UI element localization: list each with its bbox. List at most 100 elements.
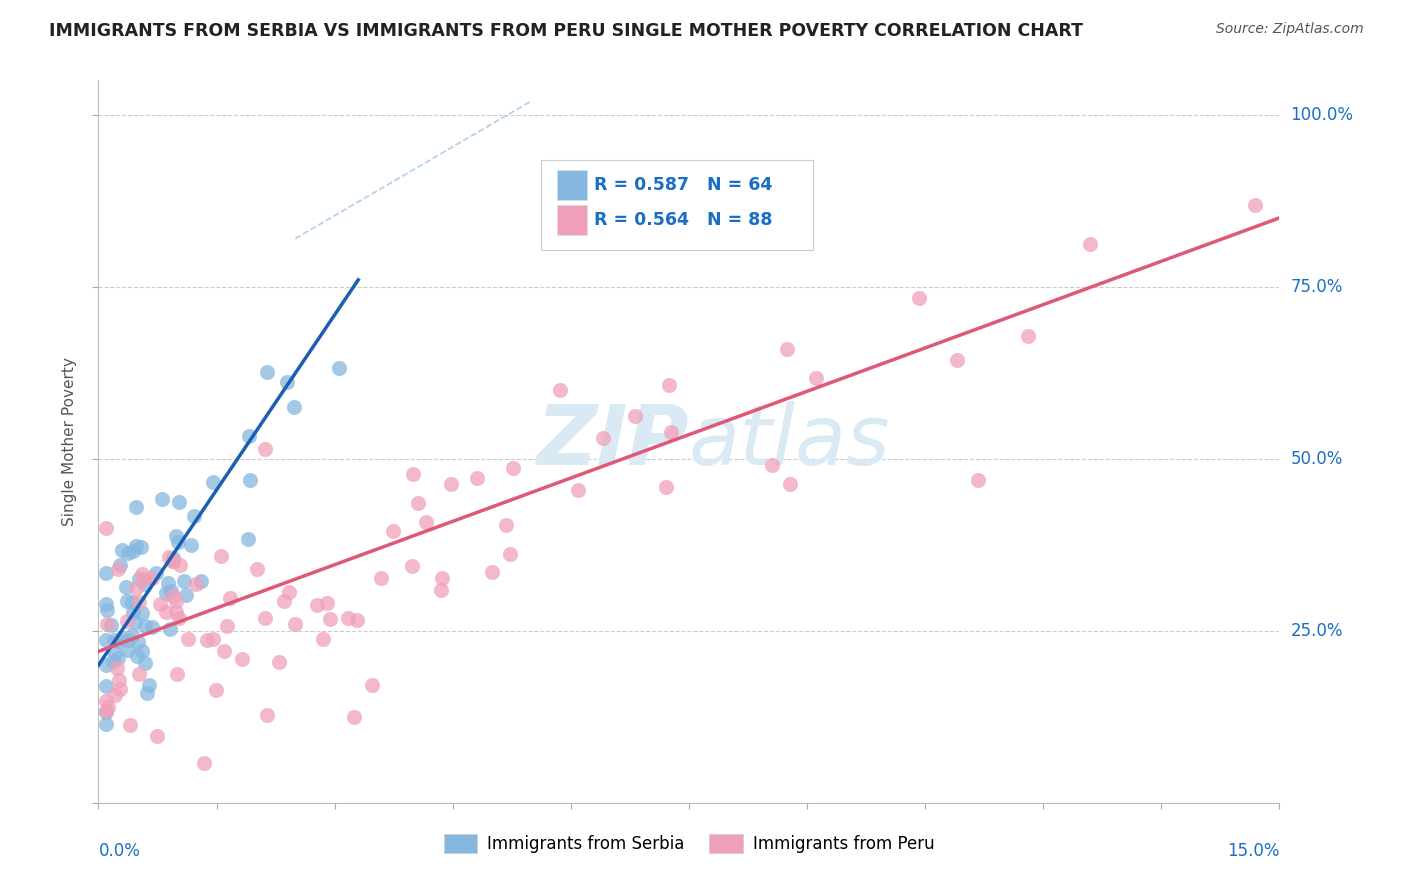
Point	[406, 496, 429, 510]
Point	[131, 567, 153, 582]
Point	[276, 375, 298, 389]
Point	[184, 576, 207, 591]
Point	[128, 572, 150, 586]
Point	[146, 729, 169, 743]
Point	[96, 521, 118, 535]
Point	[166, 667, 188, 681]
Point	[96, 658, 118, 673]
Point	[121, 628, 143, 642]
Point	[107, 562, 129, 576]
Point	[246, 561, 269, 575]
Point	[165, 594, 187, 608]
Point	[346, 613, 368, 627]
Point	[316, 596, 339, 610]
Point	[169, 494, 191, 508]
Point	[495, 518, 517, 533]
Point	[655, 480, 678, 494]
Point	[277, 585, 299, 599]
Point	[165, 529, 187, 543]
Point	[202, 632, 225, 647]
Point	[761, 458, 783, 472]
Point	[779, 476, 801, 491]
Point	[231, 651, 253, 665]
Point	[659, 425, 682, 439]
Point	[162, 590, 184, 604]
Point	[239, 473, 262, 487]
Point	[107, 650, 129, 665]
Point	[238, 428, 260, 442]
Point	[125, 500, 148, 514]
Point	[173, 574, 195, 588]
Point	[361, 678, 384, 692]
Text: R = 0.564   N = 88: R = 0.564 N = 88	[595, 211, 773, 228]
FancyBboxPatch shape	[541, 160, 813, 250]
Point	[108, 673, 131, 687]
Point	[159, 584, 181, 599]
Point	[125, 582, 148, 596]
Point	[336, 611, 359, 625]
Point	[209, 549, 232, 564]
Point	[167, 535, 190, 549]
Point	[1017, 329, 1039, 343]
Point	[169, 558, 191, 573]
Point	[776, 342, 799, 356]
Point	[567, 483, 589, 497]
Point	[328, 360, 350, 375]
Point	[212, 644, 235, 658]
Text: 25.0%: 25.0%	[1291, 622, 1343, 640]
Point	[117, 642, 139, 657]
Point	[141, 620, 163, 634]
Point	[430, 582, 453, 597]
Point	[162, 554, 184, 568]
Point	[370, 571, 392, 585]
Text: R = 0.587   N = 64: R = 0.587 N = 64	[595, 176, 773, 194]
Point	[267, 656, 290, 670]
Point	[548, 384, 571, 398]
Point	[131, 644, 153, 658]
Point	[100, 618, 122, 632]
Point	[117, 546, 139, 560]
Point	[193, 756, 215, 770]
Text: 50.0%: 50.0%	[1291, 450, 1343, 467]
Point	[122, 544, 145, 558]
Point	[430, 572, 453, 586]
Point	[283, 400, 305, 414]
Point	[107, 634, 129, 648]
Point	[180, 538, 202, 552]
Point	[205, 682, 228, 697]
Point	[96, 679, 118, 693]
Point	[215, 619, 238, 633]
Point	[129, 540, 152, 554]
Point	[415, 516, 437, 530]
Point	[284, 617, 307, 632]
Point	[111, 543, 134, 558]
Point	[149, 598, 172, 612]
Text: 15.0%: 15.0%	[1227, 842, 1279, 860]
Point	[124, 615, 146, 629]
Point	[157, 576, 180, 591]
Point	[592, 431, 614, 445]
Point	[162, 551, 184, 566]
Point	[128, 667, 150, 681]
Point	[162, 553, 184, 567]
Point	[108, 681, 131, 696]
Point	[122, 605, 145, 619]
Point	[134, 577, 156, 591]
Point	[195, 633, 218, 648]
Text: 100.0%: 100.0%	[1291, 105, 1354, 124]
Point	[253, 611, 276, 625]
Point	[174, 588, 197, 602]
FancyBboxPatch shape	[557, 169, 588, 200]
Point	[177, 632, 200, 646]
Point	[1243, 198, 1265, 212]
Point	[96, 566, 118, 580]
Text: Source: ZipAtlas.com: Source: ZipAtlas.com	[1216, 22, 1364, 37]
Point	[96, 704, 118, 718]
Point	[121, 595, 143, 609]
Point	[108, 558, 131, 572]
Point	[103, 633, 125, 648]
Point	[111, 631, 134, 645]
Point	[499, 547, 522, 561]
Point	[307, 598, 329, 612]
Point	[165, 605, 187, 619]
